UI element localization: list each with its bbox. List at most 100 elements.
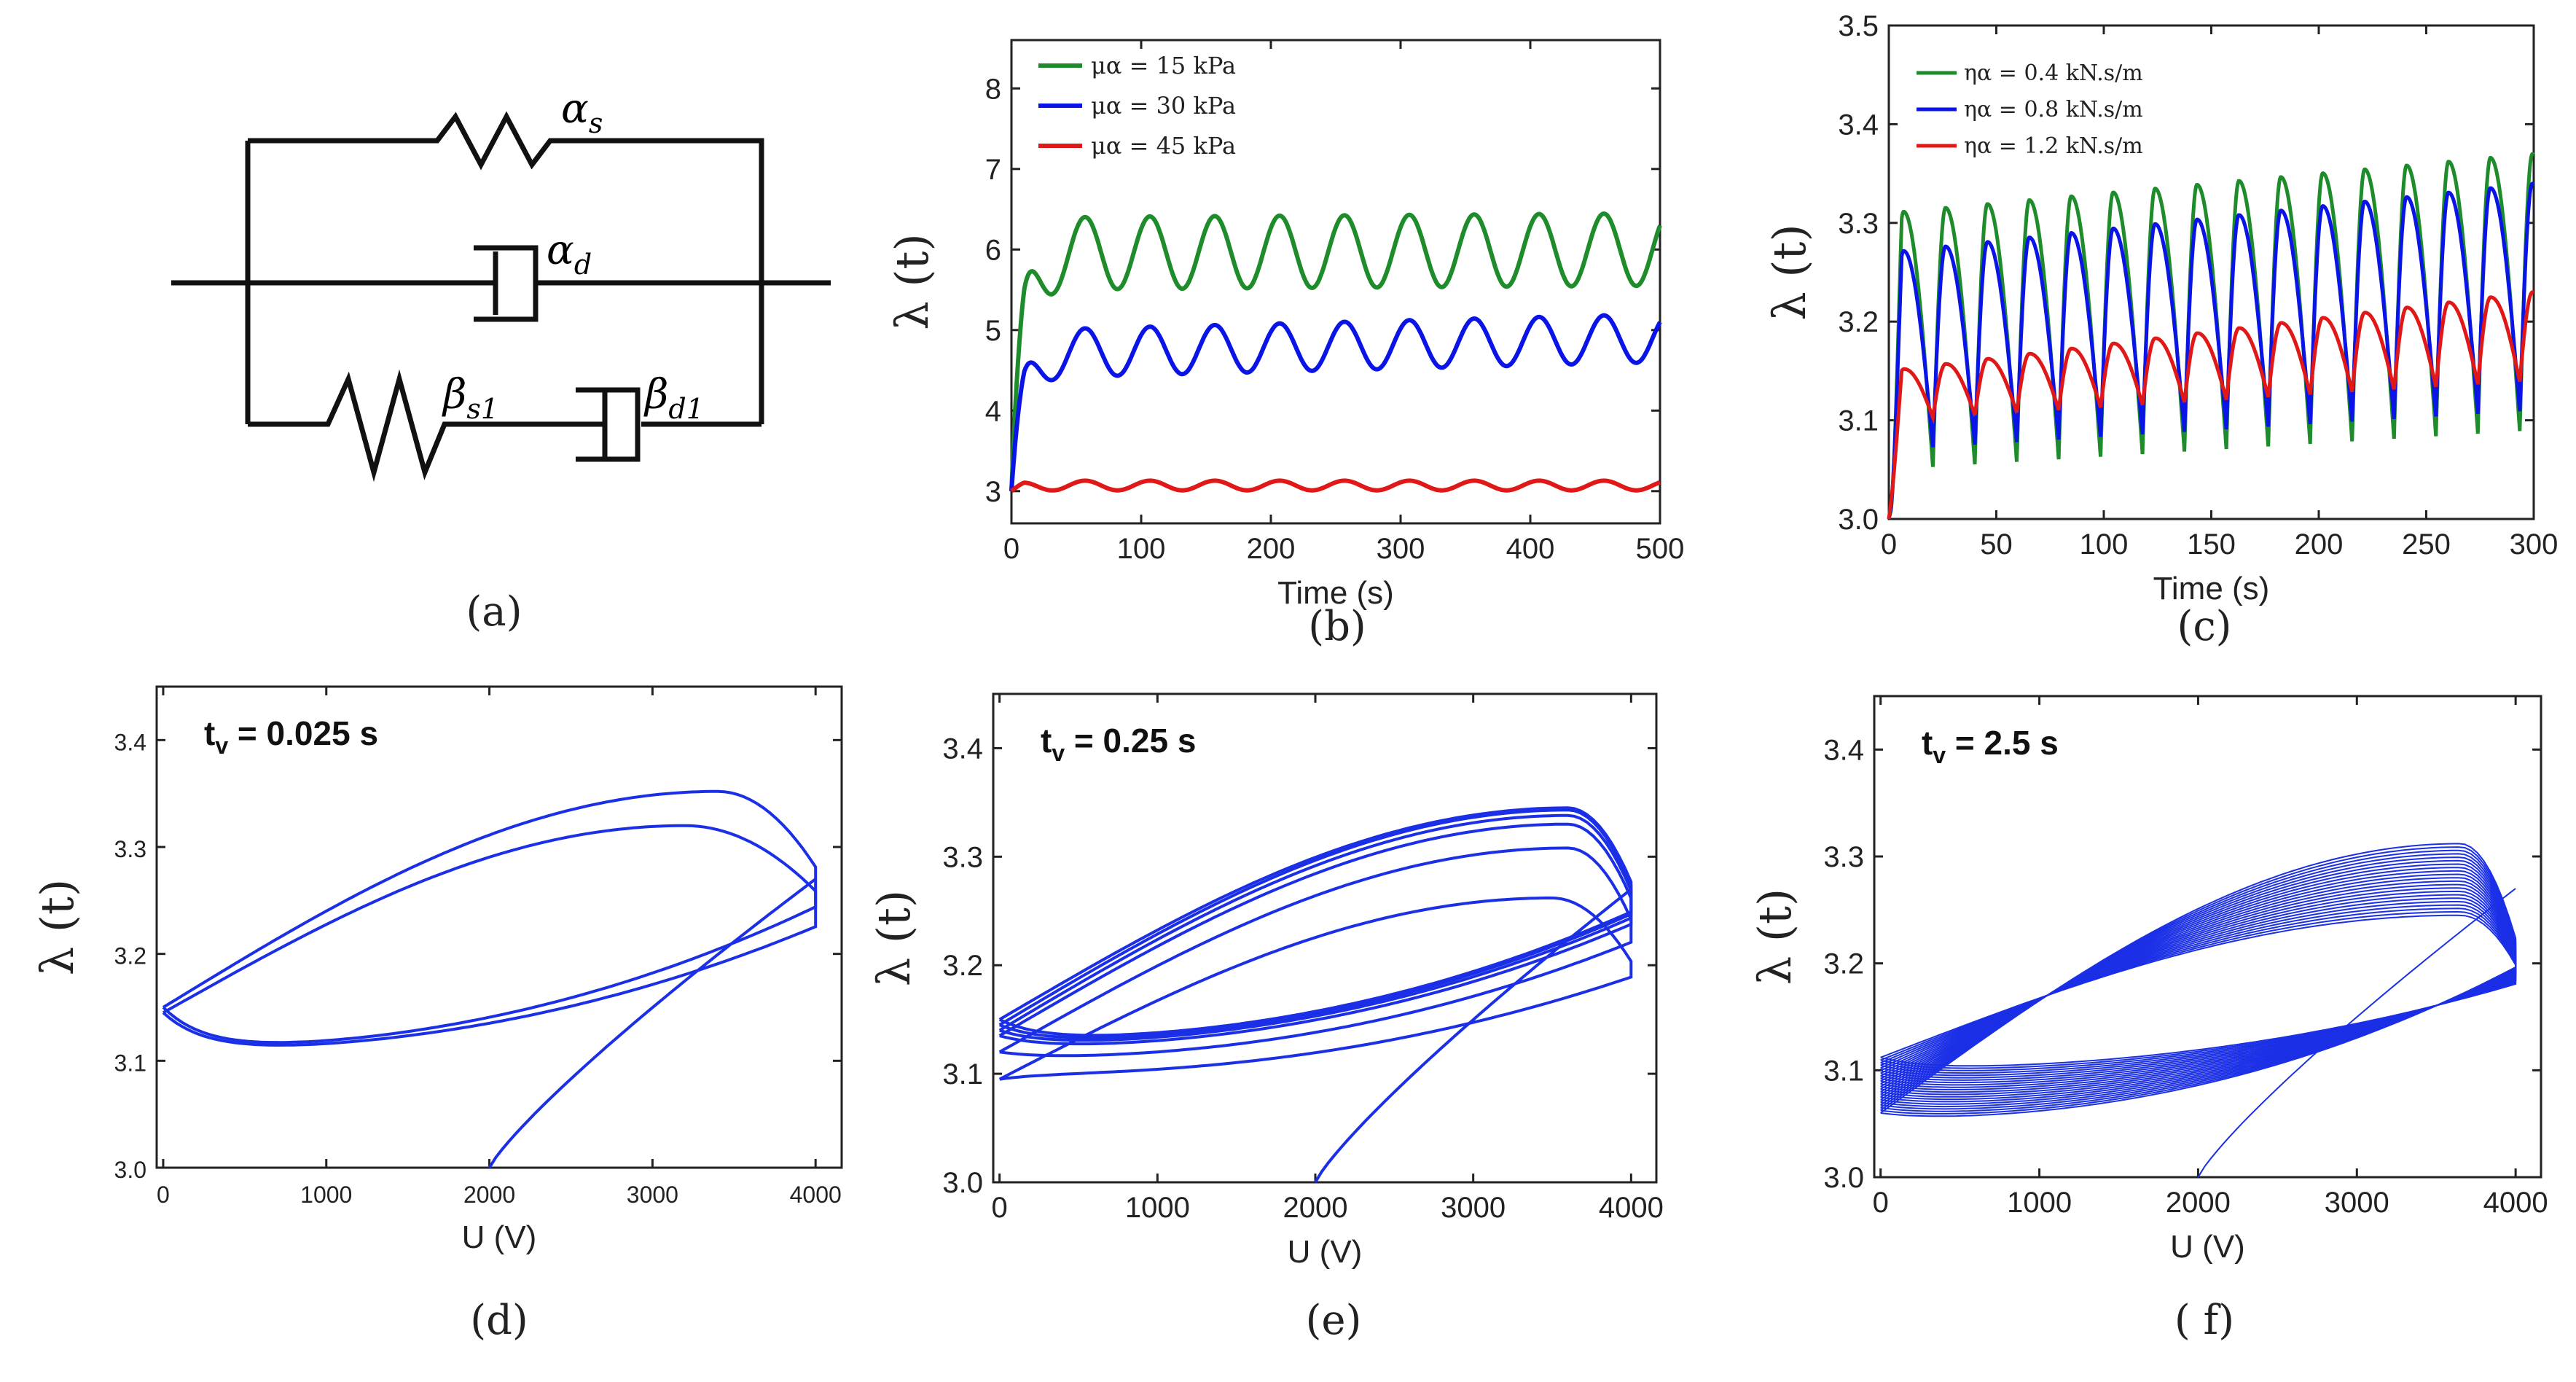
x-tick-label: 1000 [2007, 1187, 2072, 1219]
plot-frame [1010, 39, 1661, 525]
y-tick-label: 3.3 [942, 841, 983, 873]
x-tick-label: 2000 [2166, 1187, 2231, 1219]
y-tick-label: 3.4 [942, 733, 983, 765]
caption-f: ( f) [2174, 1297, 2234, 1344]
legend-label: ηα = 0.8 kN.s/m [1964, 97, 2143, 122]
loop-line [998, 806, 1633, 1037]
y-tick-label: 3.0 [1823, 1162, 1864, 1194]
y-tick-label: 3 [985, 476, 1001, 508]
chart-title: tv = 0.025 s [204, 714, 378, 759]
series-line [1010, 478, 1661, 493]
initial-branch-line [1314, 888, 1632, 1184]
y-tick-label: 3.0 [114, 1157, 146, 1183]
y-tick-label: 3.3 [1838, 208, 1879, 240]
x-axis-label: Time (s) [2153, 571, 2270, 606]
x-tick-label: 300 [1377, 533, 1425, 565]
y-tick-label: 3.1 [1823, 1055, 1864, 1087]
y-axis-label: λ (t) [867, 890, 920, 986]
top-branch-wire [245, 111, 764, 424]
x-tick-label: 300 [2510, 528, 2559, 561]
chart-f: 0 1000 2000 3000 4000 3.0 3.1 3.2 3.3 3.4 U (V) λ (… [1748, 695, 2548, 1265]
caption-a: (a) [466, 588, 522, 636]
y-tick-label: 5 [985, 315, 1001, 347]
y-axis-label: λ (t) [885, 233, 939, 329]
x-tick-label: 4000 [790, 1182, 842, 1208]
y-tick-label: 3.1 [942, 1058, 983, 1090]
y-tick-label: 3.0 [1838, 504, 1879, 536]
x-tick-label: 2000 [1283, 1192, 1348, 1224]
y-tick-label: 3.5 [1838, 10, 1879, 42]
y-tick-label: 3.1 [1838, 405, 1879, 437]
plot-frame [1873, 695, 2542, 1179]
legend-label: μα = 30 kPa [1091, 92, 1236, 120]
y-tick-label: 3.3 [1823, 841, 1864, 873]
chart-title: tv = 2.5 s [1922, 724, 2059, 768]
loop-line [998, 896, 1633, 1081]
y-tick-label: 3.1 [114, 1050, 146, 1076]
label-alpha-d: αd [547, 227, 592, 281]
x-tick-label: 200 [2295, 528, 2344, 561]
x-axis-label: U (V) [2170, 1229, 2245, 1265]
chart-title: tv = 0.25 s [1041, 722, 1196, 766]
legend-label: μα = 45 kPa [1091, 132, 1236, 160]
y-tick-label: 3.2 [114, 943, 146, 969]
x-tick-label: 500 [1636, 533, 1685, 565]
y-tick-label: 3.4 [1823, 734, 1864, 766]
x-tick-label: 50 [1980, 528, 2013, 561]
x-tick-label: 1000 [300, 1182, 352, 1208]
y-tick-label: 3.2 [1838, 306, 1879, 338]
legend-label: μα = 15 kPa [1091, 52, 1236, 79]
initial-branch-line [2197, 888, 2516, 1178]
loop-line [1880, 843, 2517, 1117]
x-tick-label: 0 [1881, 528, 1897, 561]
caption-e: (e) [1306, 1297, 1362, 1344]
chart-b: 0 100 200 300 400 500 3 4 5 6 7 8 Time (s) λ (t) μα = … [885, 39, 1685, 611]
x-tick-label: 0 [1873, 1187, 1889, 1219]
loop-line [998, 808, 1633, 1039]
label-beta-d1: βd1 [643, 371, 704, 425]
legend-label: ηα = 1.2 kN.s/m [1964, 133, 2143, 159]
series-line [1009, 313, 1662, 492]
x-axis-label: Time (s) [1277, 575, 1394, 611]
x-axis-label: U (V) [1288, 1234, 1363, 1270]
y-tick-label: 3.4 [1838, 109, 1879, 141]
y-tick-label: 7 [985, 154, 1001, 186]
caption-c: (c) [2177, 603, 2231, 650]
circuit-diagram [171, 111, 831, 483]
y-tick-label: 3.3 [114, 836, 146, 862]
x-tick-label: 100 [1117, 533, 1166, 565]
y-tick-label: 8 [985, 73, 1001, 105]
x-tick-label: 1000 [1125, 1192, 1190, 1224]
x-tick-label: 3000 [627, 1182, 678, 1208]
series-line [1887, 152, 2535, 520]
loop-line [998, 846, 1633, 1058]
series-line [1887, 290, 2534, 520]
series-line [1009, 211, 1662, 491]
initial-branch-line [488, 878, 817, 1169]
plot-frame [155, 685, 843, 1169]
x-tick-label: 250 [2402, 528, 2451, 561]
dashpot-alpha-d [474, 245, 539, 322]
x-tick-label: 0 [157, 1182, 170, 1208]
caption-b: (b) [1308, 603, 1366, 650]
x-tick-label: 150 [2187, 528, 2236, 561]
x-tick-label: 2000 [463, 1182, 515, 1208]
x-tick-label: 3000 [1441, 1192, 1506, 1224]
y-tick-label: 3.0 [942, 1167, 983, 1199]
dashpot-beta-d1 [576, 387, 641, 462]
x-axis-label: U (V) [462, 1219, 537, 1255]
chart-e: 0 1000 2000 3000 4000 3.0 3.1 3.2 3.3 3.4 U (V) λ (… [867, 692, 1664, 1270]
label-beta-s1: βs1 [442, 371, 498, 425]
x-tick-label: 200 [1247, 533, 1296, 565]
y-tick-label: 3.4 [114, 729, 146, 755]
series-line [1887, 181, 2535, 520]
y-axis-label: λ (t) [1763, 224, 1816, 320]
label-alpha-s: αs [561, 85, 603, 139]
loop-line [162, 789, 818, 1045]
x-tick-label: 4000 [1599, 1192, 1664, 1224]
x-tick-label: 0 [1003, 533, 1019, 565]
x-tick-label: 400 [1506, 533, 1555, 565]
caption-d: (d) [470, 1297, 528, 1344]
y-tick-label: 6 [985, 234, 1001, 266]
